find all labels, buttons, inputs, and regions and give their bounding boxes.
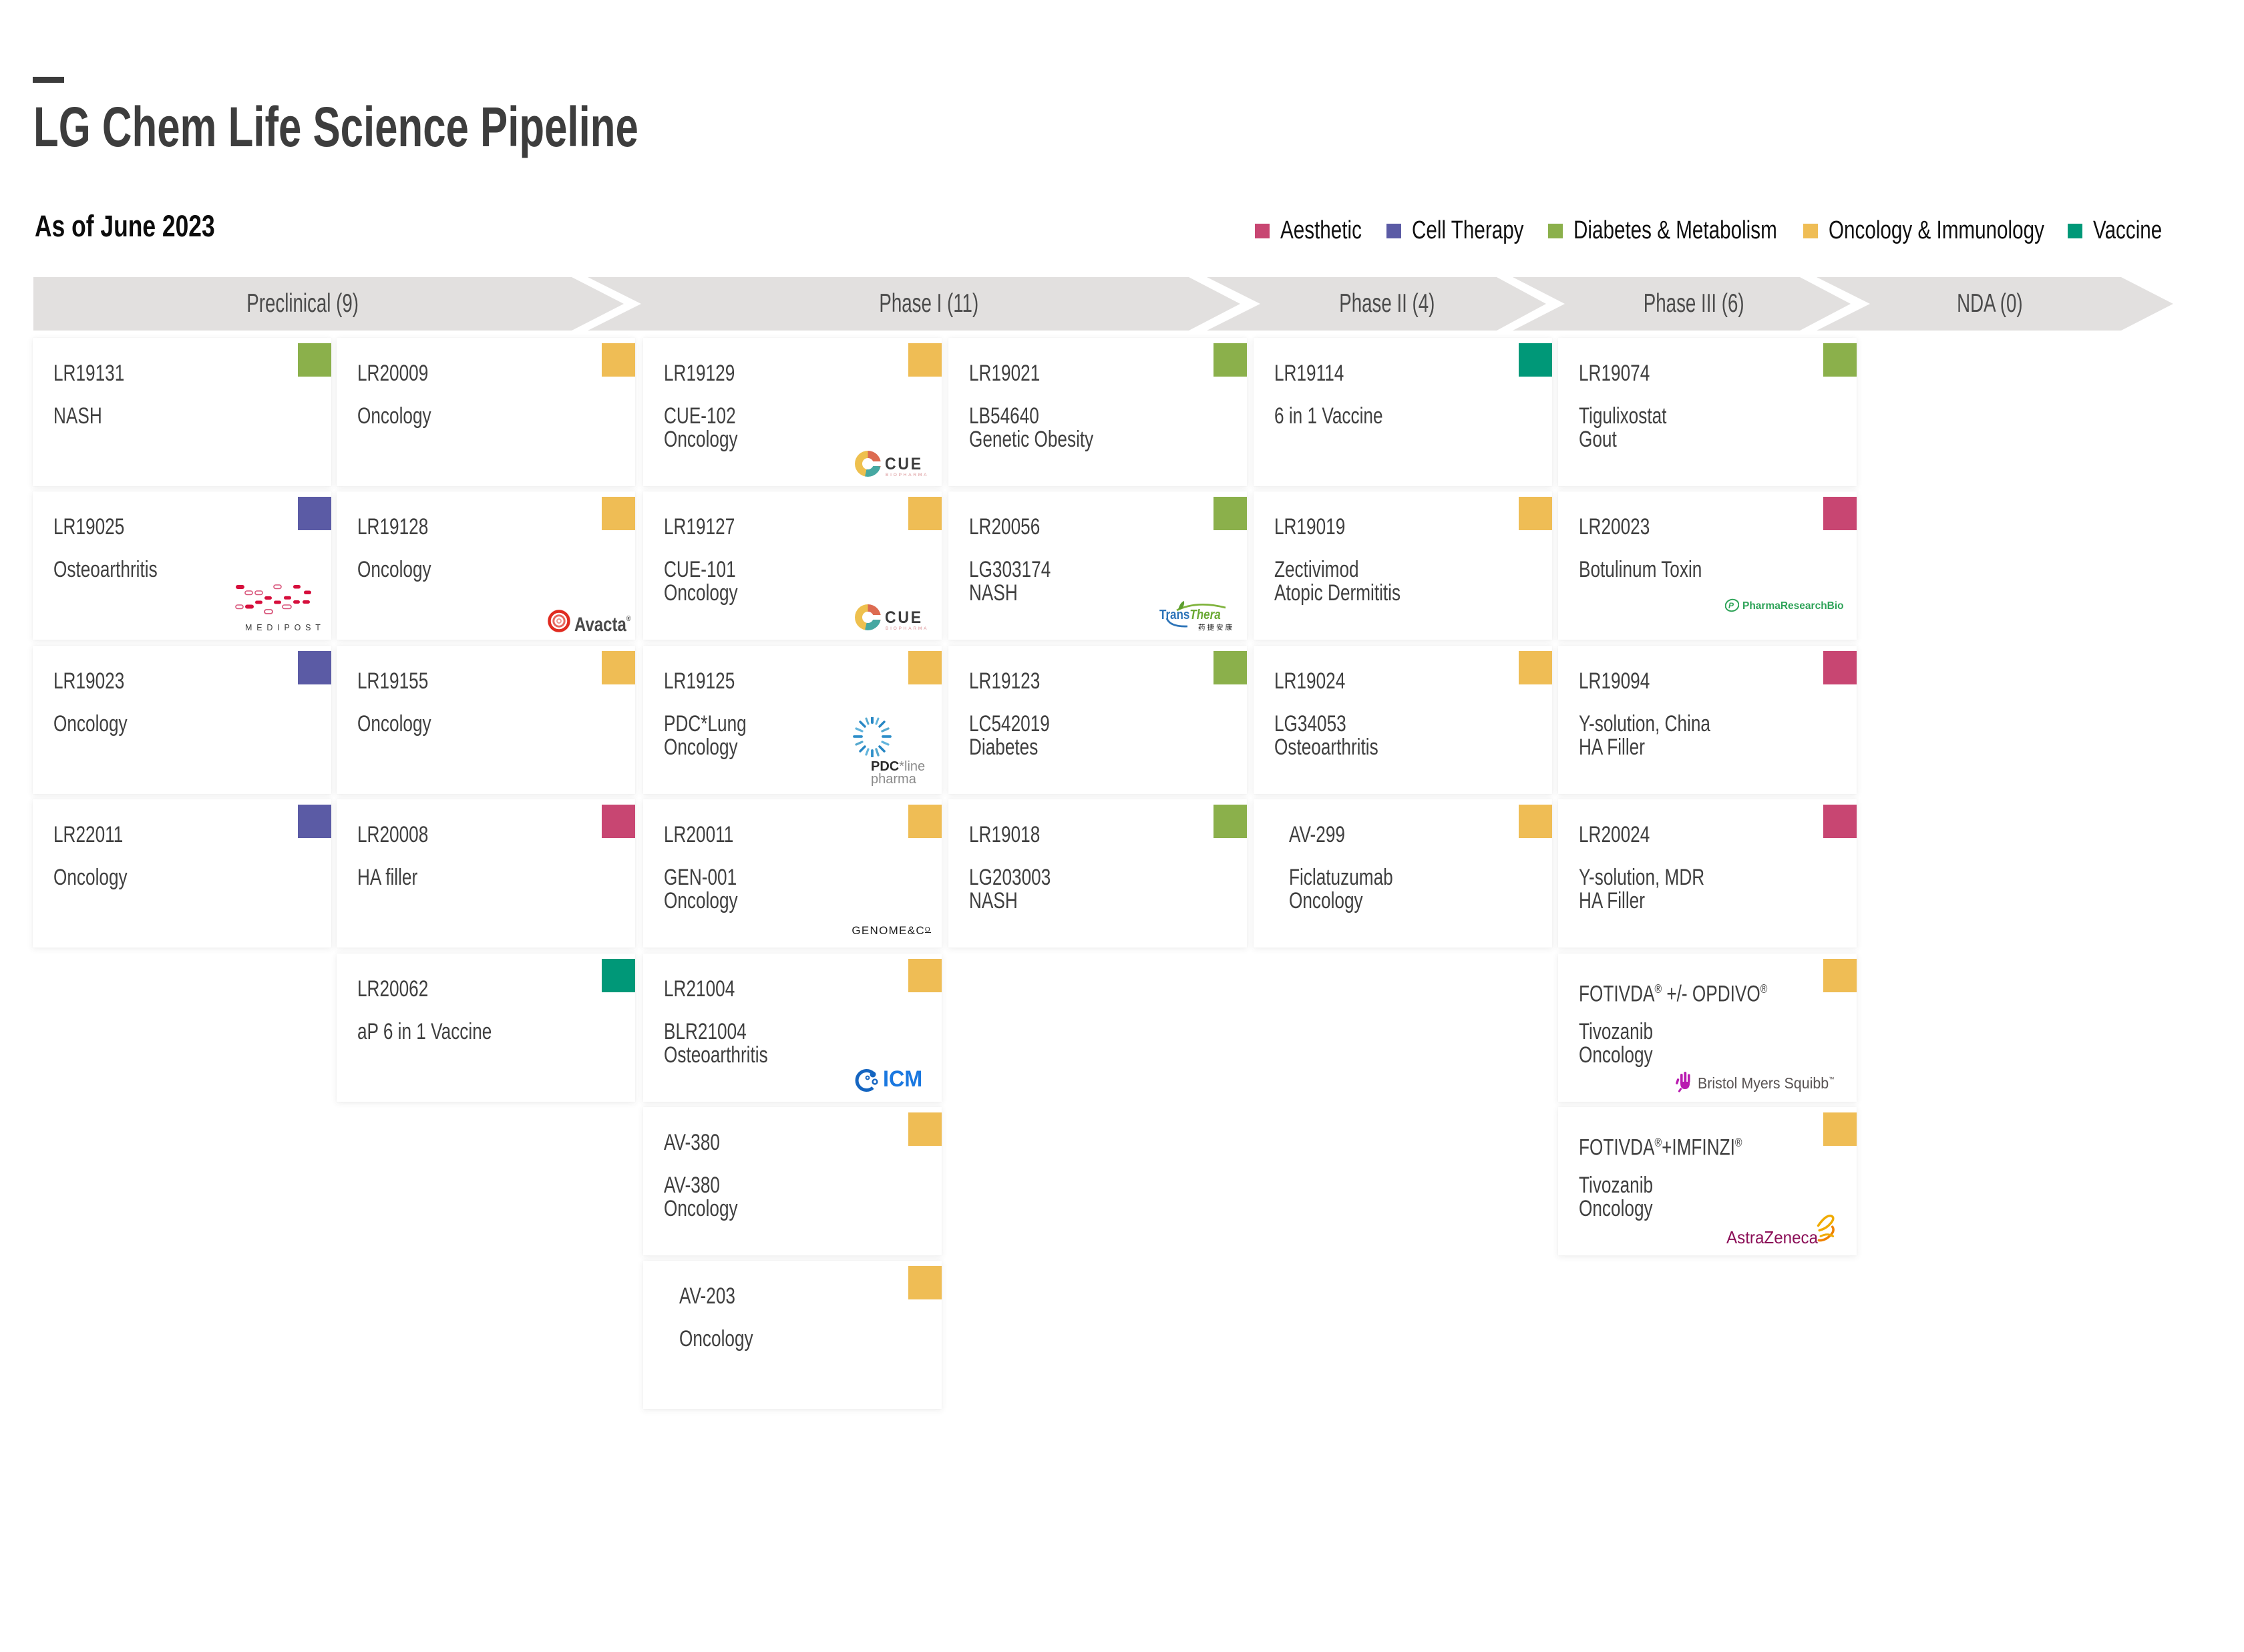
svg-text:P: P [1728,601,1734,610]
